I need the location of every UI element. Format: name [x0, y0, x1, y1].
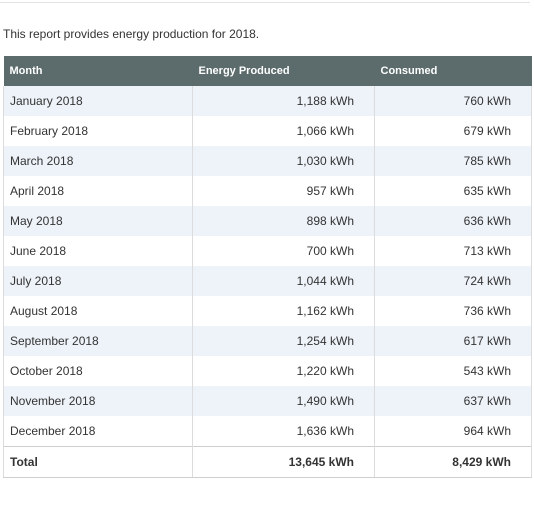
table-row: June 2018 700 kWh 713 kWh: [3, 236, 532, 266]
value-cell: 543 kWh: [374, 356, 532, 386]
value-cell: 635 kWh: [374, 176, 532, 206]
total-row: Total 13,645 kWh 8,429 kWh: [3, 445, 532, 478]
value-cell: 736 kWh: [374, 296, 532, 326]
month-cell: April 2018: [3, 176, 193, 206]
value-cell: 724 kWh: [374, 266, 532, 296]
value-cell: 1,162 kWh: [192, 296, 375, 326]
table-row: July 2018 1,044 kWh 724 kWh: [3, 266, 532, 296]
value-cell: 785 kWh: [374, 146, 532, 176]
value-cell: 1,636 kWh: [192, 416, 375, 446]
total-value: 13,645 kWh: [192, 445, 375, 478]
value-cell: 957 kWh: [192, 176, 375, 206]
table-row: February 2018 1,066 kWh 679 kWh: [3, 116, 532, 146]
value-cell: 1,490 kWh: [192, 386, 375, 416]
intro-text: This report provides energy production f…: [3, 27, 260, 41]
table-row: April 2018 957 kWh 635 kWh: [3, 176, 532, 206]
value-cell: 898 kWh: [192, 206, 375, 236]
table-row: January 2018 1,188 kWh 760 kWh: [3, 86, 532, 116]
table-body: January 2018 1,188 kWh 760 kWh February 201…: [3, 86, 532, 478]
value-cell: 1,066 kWh: [192, 116, 375, 146]
month-cell: May 2018: [3, 206, 193, 236]
month-cell: November 2018: [3, 386, 193, 416]
value-cell: 1,254 kWh: [192, 326, 375, 356]
month-cell: August 2018: [3, 296, 193, 326]
value-cell: 679 kWh: [374, 116, 532, 146]
value-cell: 617 kWh: [374, 326, 532, 356]
month-cell: June 2018: [3, 236, 193, 266]
value-cell: 1,220 kWh: [192, 356, 375, 386]
value-cell: 637 kWh: [374, 386, 532, 416]
month-cell: September 2018: [3, 326, 193, 356]
table-row: October 2018 1,220 kWh 543 kWh: [3, 356, 532, 386]
value-cell: 964 kWh: [374, 416, 532, 446]
header-cell: Month: [3, 56, 193, 86]
table-row: August 2018 1,162 kWh 736 kWh: [3, 296, 532, 326]
total-value: 8,429 kWh: [374, 445, 532, 478]
month-cell: July 2018: [3, 266, 193, 296]
value-cell: 713 kWh: [374, 236, 532, 266]
header-cell: Energy Produced: [192, 56, 375, 86]
table-row: May 2018 898 kWh 636 kWh: [3, 206, 532, 236]
table-row: November 2018 1,490 kWh 637 kWh: [3, 386, 532, 416]
month-cell: February 2018: [3, 116, 193, 146]
month-cell: December 2018: [3, 416, 193, 446]
value-cell: 1,044 kWh: [192, 266, 375, 296]
value-cell: 700 kWh: [192, 236, 375, 266]
energy-table: Month Energy Produced Consumed January 201…: [3, 56, 532, 478]
table-row: March 2018 1,030 kWh 785 kWh: [3, 146, 532, 176]
header-cell: Consumed: [374, 56, 532, 86]
month-cell: October 2018: [3, 356, 193, 386]
header-row: Month Energy Produced Consumed: [3, 56, 532, 86]
value-cell: 1,030 kWh: [192, 146, 375, 176]
month-cell: March 2018: [3, 146, 193, 176]
value-cell: 760 kWh: [374, 86, 532, 116]
value-cell: 636 kWh: [374, 206, 532, 236]
value-cell: 1,188 kWh: [192, 86, 375, 116]
divider: [0, 2, 530, 3]
total-label: Total: [3, 445, 193, 478]
table-row: December 2018 1,636 kWh 964 kWh: [3, 416, 532, 446]
table-row: September 2018 1,254 kWh 617 kWh: [3, 326, 532, 356]
month-cell: January 2018: [3, 86, 193, 116]
